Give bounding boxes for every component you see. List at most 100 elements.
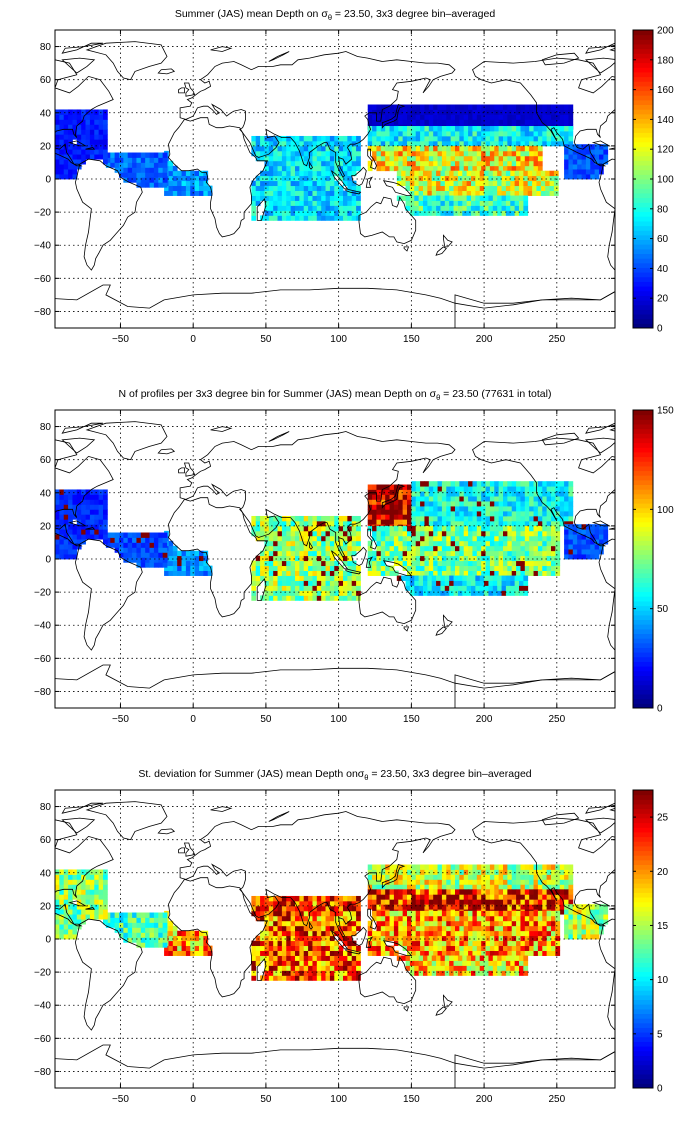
colorbar-segment	[633, 169, 653, 175]
heatmap-cell	[308, 950, 313, 956]
heatmap-cell	[441, 145, 447, 152]
heatmap-cell	[72, 924, 78, 930]
heatmap-cell	[529, 874, 534, 880]
heatmap-cell	[312, 160, 318, 167]
heatmap-cell	[481, 150, 486, 157]
heatmap-cell	[568, 889, 574, 895]
heatmap-cell	[433, 160, 438, 167]
heatmap-cell	[450, 550, 456, 557]
heatmap-cell	[476, 869, 482, 875]
heatmap-cell	[475, 190, 481, 196]
heatmap-cell	[475, 175, 481, 182]
heatmap-cell	[468, 119, 473, 125]
heatmap-cell	[63, 119, 69, 125]
heatmap-cell	[564, 554, 569, 560]
heatmap-cell	[489, 496, 495, 502]
heatmap-cell	[55, 509, 60, 515]
heatmap-cell	[463, 904, 469, 910]
heatmap-cell	[441, 555, 447, 562]
heatmap-cell	[59, 539, 65, 545]
heatmap-cell	[59, 879, 65, 885]
heatmap-cell	[114, 162, 120, 168]
heatmap-cell	[411, 869, 417, 875]
heatmap-cell	[251, 190, 257, 196]
heatmap-cell	[415, 165, 421, 172]
heatmap-cell	[511, 545, 517, 552]
heatmap-cell	[351, 910, 357, 917]
heatmap-cell	[476, 530, 482, 537]
heatmap-cell	[559, 894, 565, 900]
heatmap-cell	[463, 160, 469, 167]
heatmap-cell	[351, 975, 357, 981]
heatmap-cell	[127, 177, 133, 183]
heatmap-cell	[446, 155, 452, 162]
heatmap-cell	[393, 525, 399, 532]
heatmap-cell	[441, 150, 447, 157]
heatmap-cell	[415, 864, 421, 870]
heatmap-cell	[338, 905, 344, 912]
heatmap-cell	[466, 200, 472, 206]
heatmap-cell	[433, 874, 438, 880]
heatmap-cell	[494, 481, 500, 487]
heatmap-cell	[367, 884, 373, 890]
heatmap-cell	[514, 580, 520, 586]
heatmap-cell	[338, 200, 344, 206]
heatmap-cell	[316, 205, 322, 211]
heatmap-cell	[568, 874, 574, 880]
heatmap-cell	[153, 182, 159, 188]
heatmap-cell	[476, 145, 482, 152]
heatmap-cell	[527, 185, 533, 191]
heatmap-cell	[76, 499, 82, 505]
heatmap-cell	[295, 195, 300, 201]
heatmap-cell	[529, 550, 534, 557]
heatmap-cell	[347, 920, 353, 927]
heatmap-cell	[140, 937, 146, 943]
heatmap-cell	[347, 965, 353, 971]
heatmap-cell	[415, 145, 421, 152]
heatmap-cell	[424, 530, 430, 537]
heatmap-cell	[356, 195, 361, 201]
heatmap-cell	[286, 940, 292, 947]
heatmap-cell	[441, 165, 447, 172]
heatmap-cell	[402, 509, 408, 515]
heatmap-cell	[476, 501, 482, 507]
heatmap-cell	[63, 494, 69, 500]
coastline	[268, 431, 290, 442]
heatmap-cell	[603, 524, 609, 530]
heatmap-cell	[347, 940, 353, 947]
heatmap-cell	[351, 215, 357, 221]
heatmap-cell	[334, 140, 340, 147]
heatmap-cell	[537, 884, 543, 890]
heatmap-cell	[498, 119, 504, 125]
heatmap-cell	[441, 155, 447, 162]
heatmap-cell	[529, 140, 534, 147]
heatmap-cell	[572, 169, 578, 175]
heatmap-cell	[190, 930, 196, 937]
heatmap-cell	[585, 149, 591, 155]
heatmap-cell	[380, 160, 386, 167]
heatmap-cell	[581, 534, 587, 540]
heatmap-cell	[402, 135, 408, 142]
heatmap-cell	[463, 109, 469, 115]
y-tick-label: −60	[34, 654, 51, 665]
heatmap-cell	[149, 552, 155, 558]
heatmap-cell	[273, 585, 278, 591]
heatmap-cell	[376, 145, 382, 152]
heatmap-cell	[385, 894, 390, 900]
heatmap-cell	[546, 114, 552, 120]
heatmap-cell	[415, 491, 421, 497]
heatmap-cell	[312, 185, 318, 191]
heatmap-cell	[94, 514, 100, 520]
heatmap-cell	[533, 889, 539, 895]
heatmap-cell	[127, 152, 133, 158]
heatmap-cell	[94, 909, 100, 915]
heatmap-cell	[455, 545, 460, 552]
heatmap-cell	[459, 515, 465, 522]
heatmap-cell	[450, 486, 456, 492]
heatmap-cell	[503, 515, 508, 522]
heatmap-cell	[367, 499, 373, 505]
heatmap-cell	[599, 159, 604, 165]
heatmap-cell	[524, 109, 530, 115]
heatmap-cell	[94, 884, 100, 890]
